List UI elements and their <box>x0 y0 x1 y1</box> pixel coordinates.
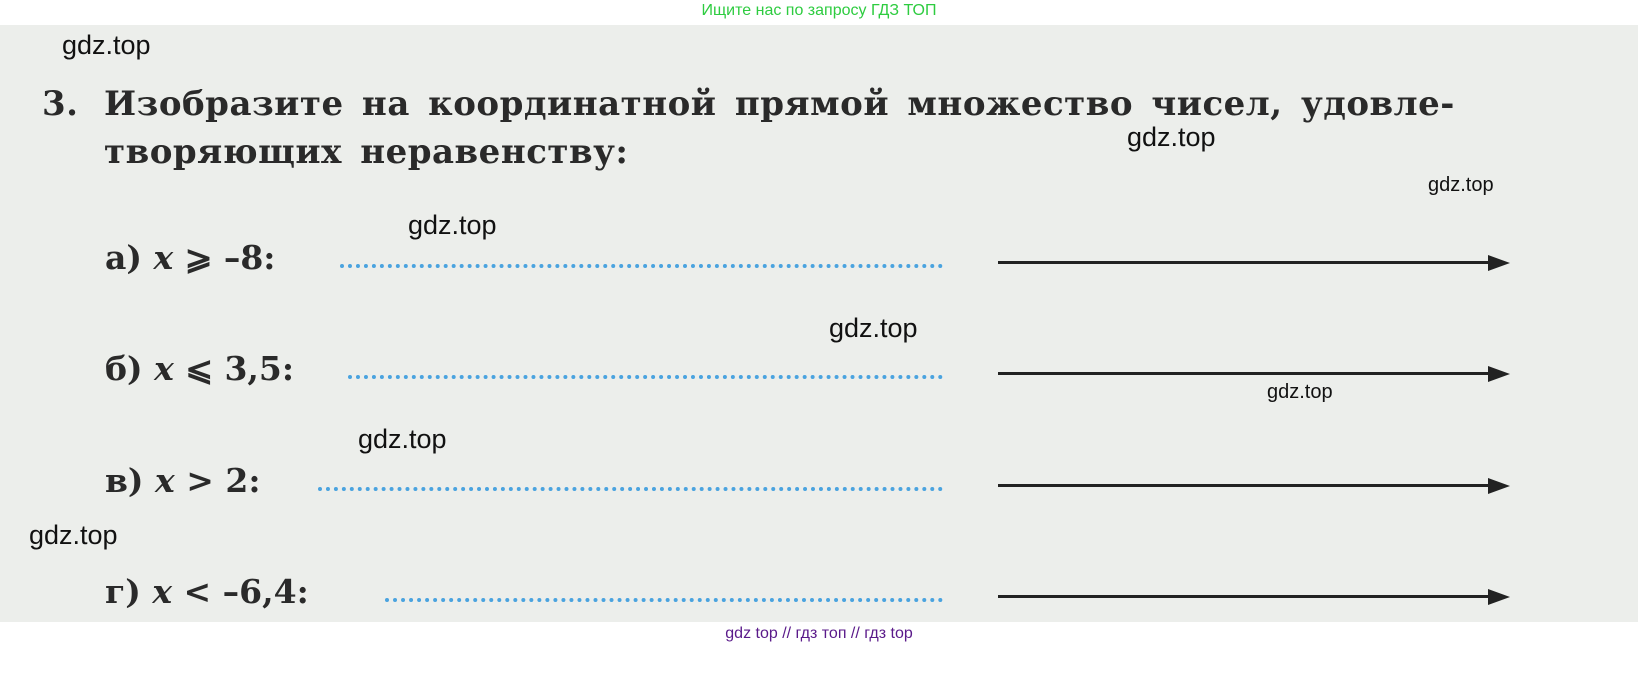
arrow-icon <box>1488 366 1510 382</box>
watermark: gdz.top <box>29 520 118 550</box>
watermark: gdz.top <box>62 30 151 60</box>
arrow-icon <box>1488 255 1510 271</box>
task-text-line1: Изобразите на координатной прямой множес… <box>104 84 1455 124</box>
watermark: gdz.top <box>408 210 497 240</box>
answer-dotted-line <box>318 487 943 491</box>
watermark: gdz.top <box>1127 122 1216 152</box>
answer-dotted-line <box>348 375 943 379</box>
number-line <box>998 261 1498 264</box>
task-text-line2: творяющих неравенству: <box>104 132 629 172</box>
item-v: в) x > 2: <box>105 461 1525 501</box>
watermark: gdz.top <box>358 424 447 454</box>
textbook-page <box>0 25 1638 622</box>
arrow-icon <box>1488 478 1510 494</box>
item-a: а) x ⩾ –8: <box>105 238 1525 278</box>
answer-dotted-line <box>340 264 943 268</box>
inequality-label: в) x > 2: <box>105 461 261 500</box>
item-b: б) x ⩽ 3,5: <box>105 349 1525 389</box>
arrow-icon <box>1488 589 1510 605</box>
inequality-label: г) x < –6,4: <box>105 572 309 611</box>
number-line <box>998 595 1498 598</box>
top-banner[interactable]: Ищите нас по запросу ГДЗ ТОП <box>701 2 937 19</box>
item-g: г) x < –6,4: <box>105 572 1525 612</box>
number-line <box>998 484 1498 487</box>
task-number: 3. <box>42 84 79 124</box>
number-line <box>998 372 1498 375</box>
watermark: gdz.top <box>1267 381 1333 403</box>
answer-dotted-line <box>385 598 943 602</box>
watermark: gdz.top <box>1428 174 1494 196</box>
bottom-banner[interactable]: gdz top // гдз топ // гдз top <box>725 625 913 642</box>
watermark: gdz.top <box>829 313 918 343</box>
inequality-label: а) x ⩾ –8: <box>105 238 276 277</box>
task-statement: 3. Изобразите на координатной прямой множ… <box>42 80 1542 176</box>
inequality-label: б) x ⩽ 3,5: <box>105 349 295 388</box>
